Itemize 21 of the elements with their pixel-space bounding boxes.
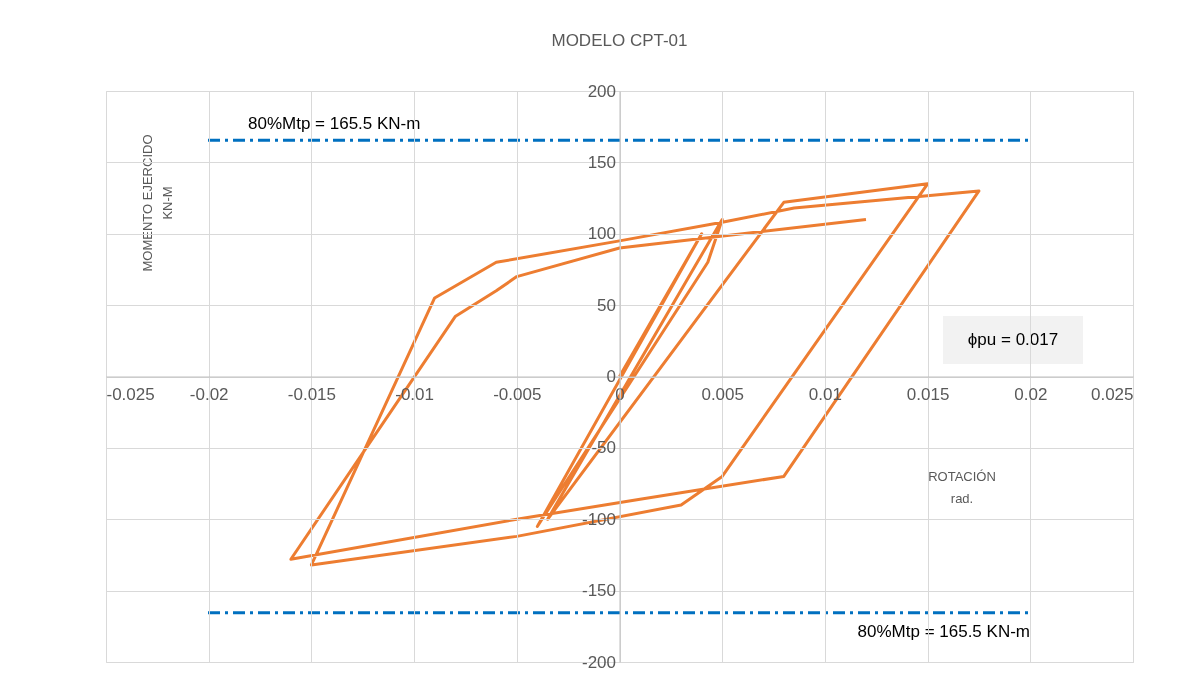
y-tick-label: 100 — [587, 224, 616, 244]
y-tick-label: 0 — [606, 367, 616, 386]
x-tick-label: 0.025 — [1090, 385, 1134, 404]
x-tick-label: 0.02 — [1014, 385, 1048, 404]
x-tick-label: -0.025 — [106, 385, 155, 404]
annotation: ϕpu = 0.017 — [967, 330, 1059, 349]
x-tick-label: 0.015 — [906, 385, 950, 404]
y-tick-label: 150 — [587, 152, 616, 172]
y-tick-label: -200 — [581, 652, 616, 672]
y-tick-label: 50 — [597, 295, 616, 315]
y-tick-label: -150 — [581, 581, 616, 601]
x-tick-label: 0.005 — [701, 385, 744, 404]
x-axis-title: ROTACIÓN rad. — [928, 469, 996, 506]
x-tick-label: -0.015 — [287, 385, 336, 404]
y-tick-label: 200 — [587, 81, 616, 101]
y-tick-label: -50 — [591, 438, 616, 458]
y-axis-title: MOMENTO EJERCIDO KN-M — [140, 134, 175, 272]
chart-title: MODELO CPT-01 — [551, 31, 688, 50]
ref-line-label: 80%Mtp = 165.5 KN-m — [248, 114, 421, 134]
x-tick-label: -0.005 — [493, 385, 542, 404]
x-tick-label: -0.02 — [189, 385, 229, 404]
